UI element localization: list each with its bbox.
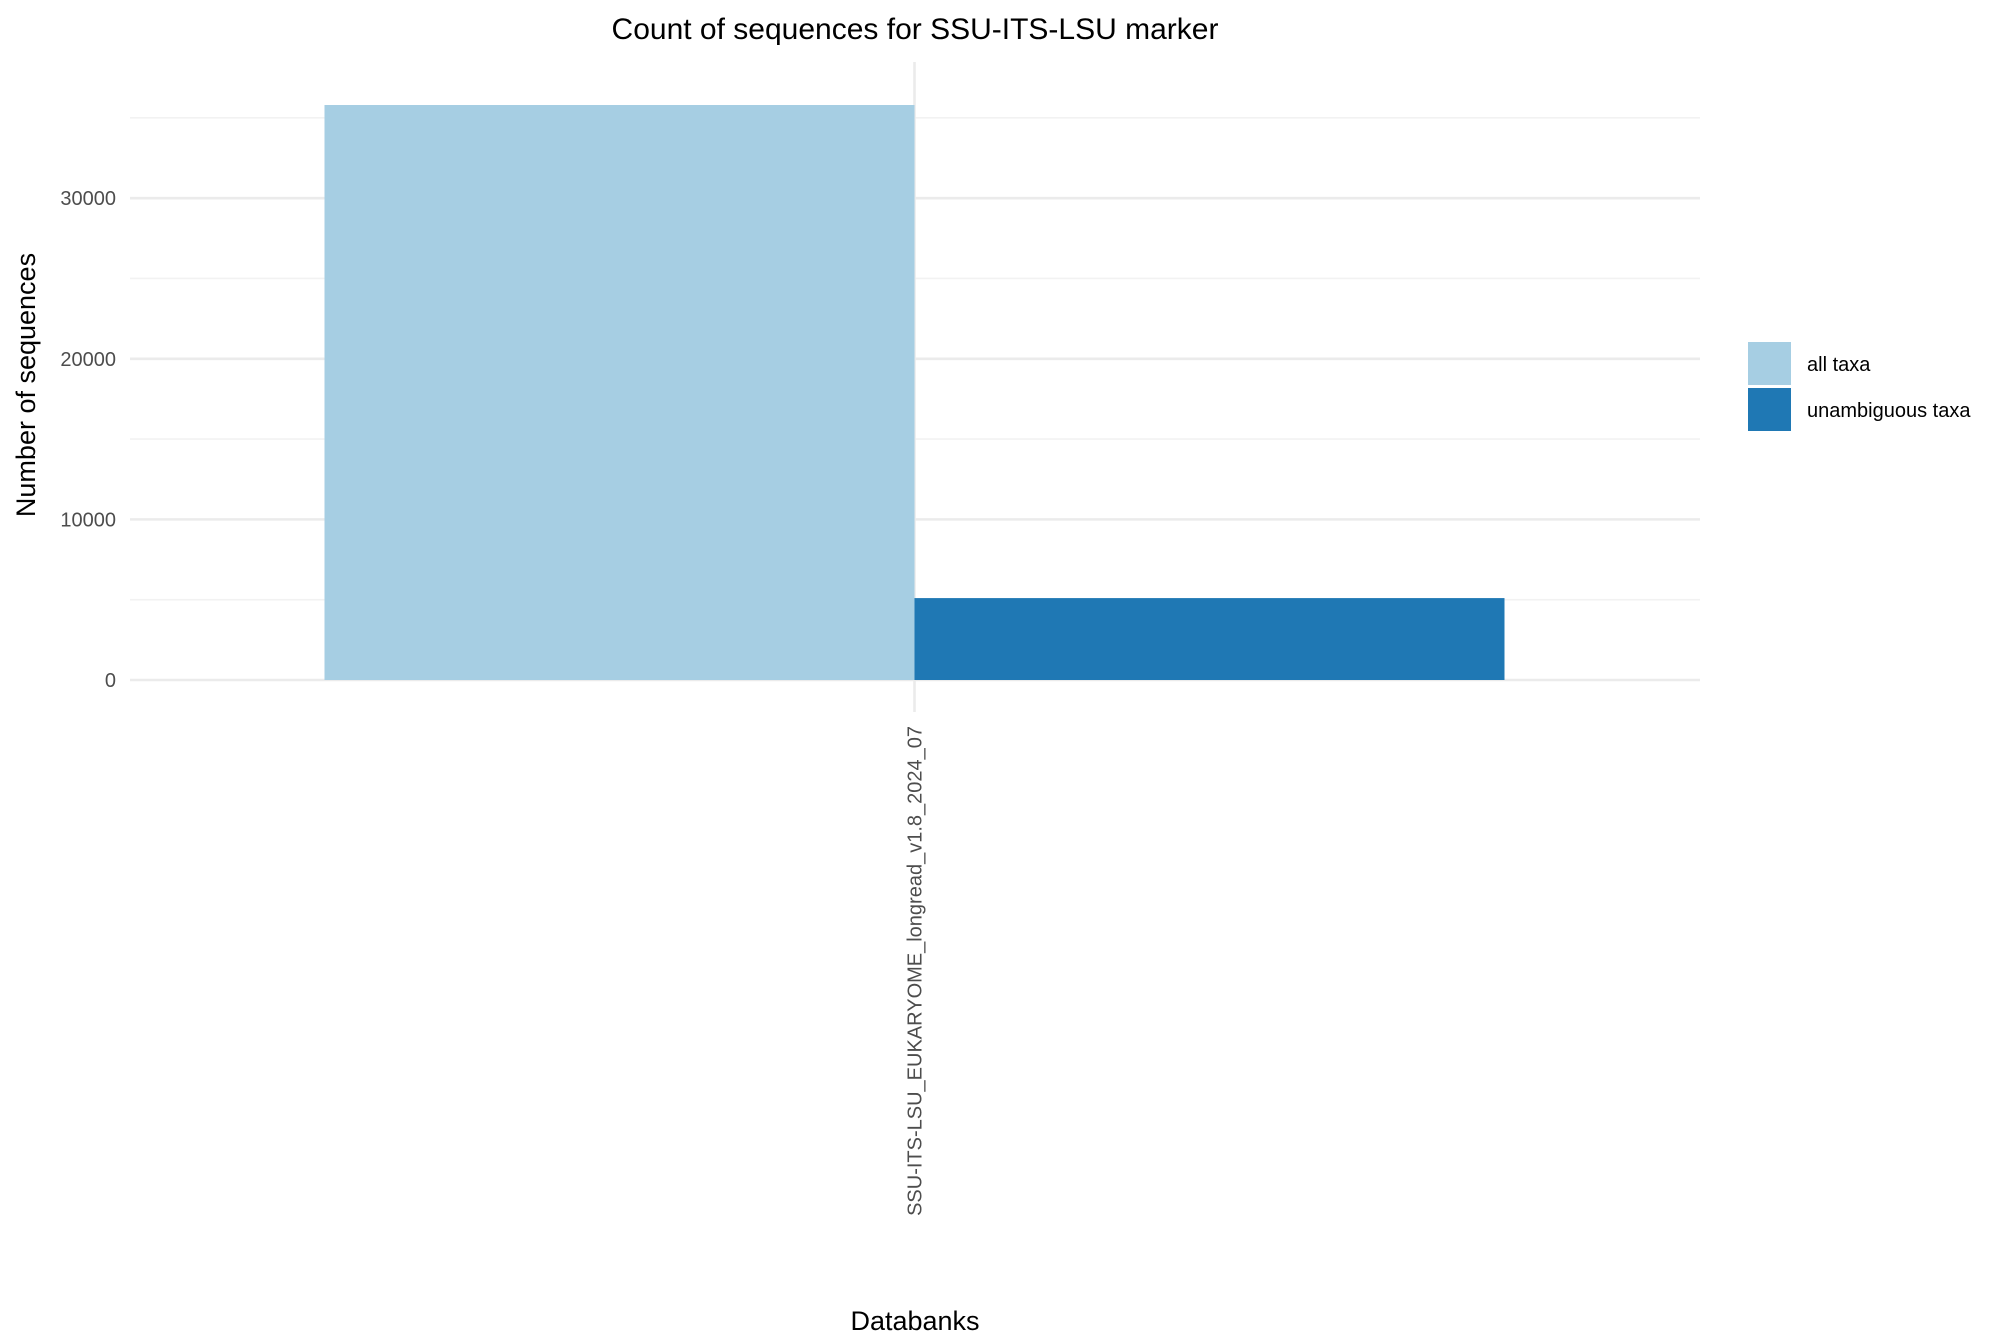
legend-swatch [1748,388,1791,431]
legend: all taxa unambiguous taxa [1748,342,1971,431]
y-axis-ticks: 0 10000 20000 30000 [60,188,116,692]
y-tick-label: 0 [105,670,116,692]
y-tick-label: 20000 [60,349,116,371]
bar-all-taxa [324,105,915,680]
legend-swatch [1748,342,1791,385]
bars [324,105,1505,680]
x-axis-ticks: SSU-ITS-LSU_EUKARYOME_longread_v1.8_2024… [905,726,927,1216]
chart-title: Count of sequences for SSU-ITS-LSU marke… [612,13,1219,46]
x-axis-title: Databanks [850,1306,979,1336]
legend-label: unambiguous taxa [1807,400,1971,422]
legend-label: all taxa [1807,354,1871,376]
x-tick-label: SSU-ITS-LSU_EUKARYOME_longread_v1.8_2024… [905,726,927,1216]
bar-unambiguous-taxa [914,598,1505,680]
y-axis-title: Number of sequences [11,253,41,517]
y-tick-label: 10000 [60,509,116,531]
y-tick-label: 30000 [60,188,116,210]
